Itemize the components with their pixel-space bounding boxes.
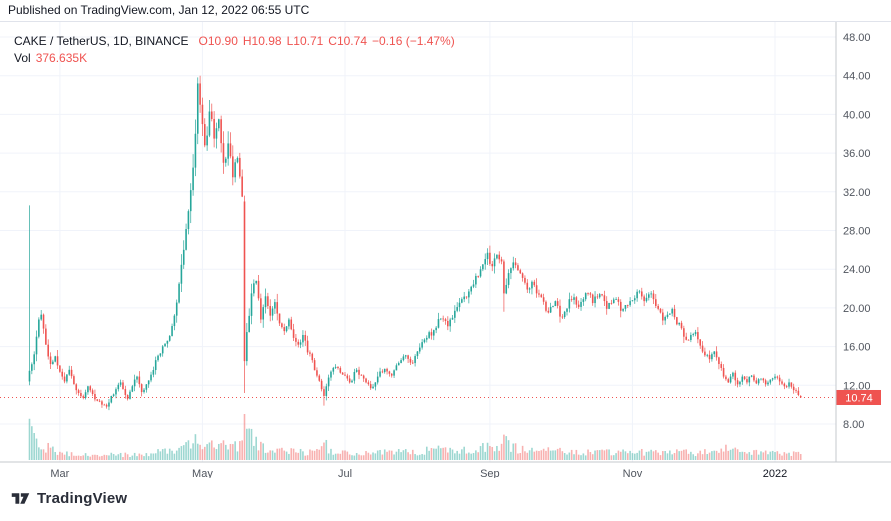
candlestick-layer — [28, 75, 802, 411]
tradingview-attribution[interactable]: TradingView — [10, 488, 127, 509]
price-tick-label: 24.00 — [843, 264, 871, 276]
price-tick-label: 28.00 — [843, 226, 871, 238]
price-tick-label: 16.00 — [843, 342, 871, 354]
published-text: Published on TradingView.com, Jan 12, 20… — [8, 3, 310, 17]
time-tick-label: Jul — [338, 468, 352, 478]
chart-canvas[interactable]: 48.00 44.00 40.00 36.00 32.00 28.00 24.00 20.00… — [0, 22, 891, 478]
time-tick-label: Sep — [480, 468, 500, 478]
price-tick-label: 36.00 — [843, 148, 871, 160]
time-tick-label: Nov — [623, 468, 643, 478]
time-tick-label: 2022 — [763, 468, 787, 478]
price-tick-label: 44.00 — [843, 71, 871, 83]
price-tick-label: 20.00 — [843, 303, 871, 315]
price-tick-label: 8.00 — [843, 419, 864, 431]
price-tick-label: 48.00 — [843, 32, 871, 44]
volume-layer — [28, 414, 802, 460]
price-axis-labels[interactable]: 48.00 44.00 40.00 36.00 32.00 28.00 24.00 20.00… — [843, 32, 871, 431]
time-axis-labels[interactable]: Mar May Jul Sep Nov 2022 — [50, 468, 787, 478]
price-tick-label: 12.00 — [843, 380, 871, 392]
time-tick-label: May — [192, 468, 213, 478]
time-tick-label: Mar — [50, 468, 69, 478]
grid-layer — [0, 22, 836, 462]
last-price-label: 10.74 — [836, 389, 881, 405]
brand-wordmark: TradingView — [37, 490, 128, 507]
svg-text:10.74: 10.74 — [845, 392, 873, 404]
price-tick-label: 40.00 — [843, 109, 871, 121]
tradingview-logo-icon — [11, 493, 30, 504]
price-tick-label: 32.00 — [843, 187, 871, 199]
published-banner: Published on TradingView.com, Jan 12, 20… — [0, 0, 891, 22]
candlestick-chart[interactable]: 48.00 44.00 40.00 36.00 32.00 28.00 24.00 20.00… — [0, 22, 891, 478]
